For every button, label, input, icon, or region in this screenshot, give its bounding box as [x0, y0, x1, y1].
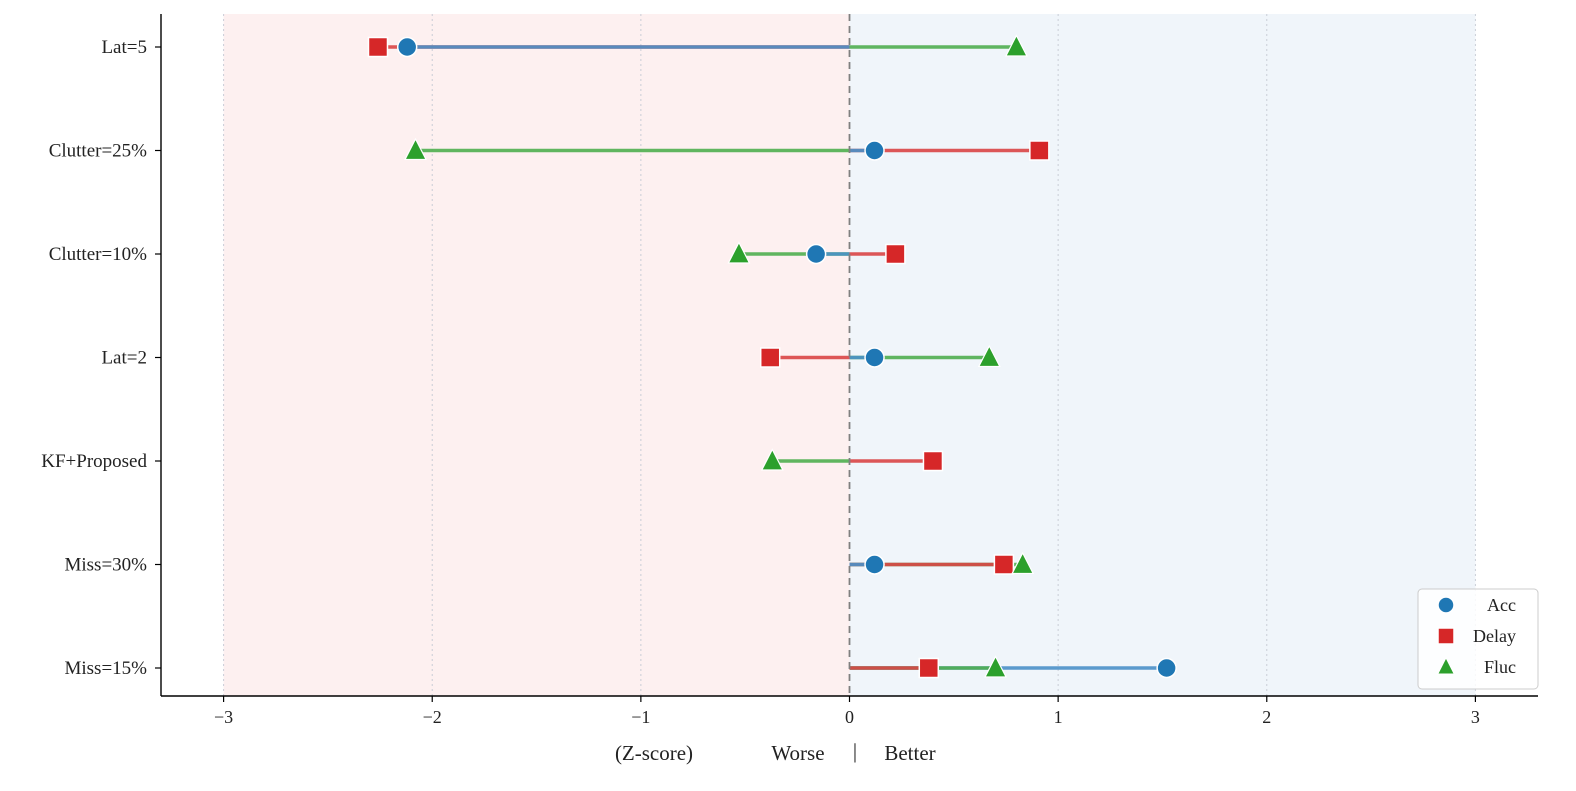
- axis-layer: −3 −2 −1 0 1 2 3 Lat=5 Clutter=25% Clutter=10% Lat…: [41, 14, 1538, 727]
- legend-marker-acc: [1437, 596, 1455, 614]
- region-better: [849, 14, 1476, 696]
- marker-acc-miss-15: [1156, 657, 1177, 679]
- x-axis-better-label: Better: [884, 741, 935, 765]
- y-tick-label-clutter-25: Clutter=25%: [49, 141, 147, 162]
- marker-fluc-lat-5: [1004, 34, 1028, 57]
- marker-fluc-lat-2: [977, 344, 1001, 368]
- marker-fluc-miss-15: [984, 655, 1008, 678]
- x-tick-label-0: 0: [845, 707, 854, 727]
- x-axis-worse-label: Worse: [771, 741, 824, 765]
- marker-fluc-clutter-25: [404, 137, 428, 161]
- marker-delay-miss-30: [993, 554, 1015, 575]
- y-tick-label-lat-5: Lat=5: [101, 37, 147, 58]
- x-tick-label-1: 1: [1054, 707, 1063, 727]
- x-tick-label-3: −3: [214, 707, 233, 727]
- marker-acc-clutter-10: [805, 243, 827, 265]
- x-axis-label: (Z-score): [615, 741, 693, 765]
- marker-fluc-kf-proposed: [760, 448, 784, 471]
- x-tick-label-2: 2: [1262, 707, 1271, 727]
- marker-fluc-clutter-10: [727, 241, 751, 264]
- marker-acc-clutter-25: [864, 140, 885, 161]
- legend-marker-fluc: [1436, 656, 1456, 675]
- x-tick-label-1: −1: [631, 707, 650, 727]
- x-axis-separator: |: [853, 739, 857, 763]
- background-layer: [223, 14, 1476, 696]
- x-tick-label-3: 3: [1471, 707, 1480, 727]
- marker-fluc-miss-30: [1011, 551, 1035, 575]
- marker-delay-lat-2: [759, 347, 781, 368]
- marker-delay-lat-5: [367, 36, 389, 58]
- marker-acc-miss-30: [864, 554, 885, 575]
- x-tick-label-2: −2: [423, 707, 442, 727]
- legend-label-delay: Delay: [1473, 626, 1516, 646]
- marker-delay-miss-15: [918, 657, 940, 679]
- legend-label-acc: Acc: [1487, 595, 1516, 615]
- marker-delay-clutter-10: [885, 243, 906, 265]
- legend: Acc Delay Fluc: [1417, 588, 1539, 690]
- marker-delay-clutter-25: [1029, 140, 1050, 161]
- y-tick-label-miss-30: Miss=30%: [64, 555, 147, 576]
- legend-label-fluc: Fluc: [1484, 657, 1516, 677]
- marker-layer: [367, 34, 1177, 679]
- marker-acc-lat-5: [396, 36, 418, 58]
- grid-layer: [223, 14, 1476, 696]
- legend-marker-delay: [1437, 627, 1455, 645]
- marker-delay-kf-proposed: [922, 450, 944, 472]
- y-tick-label-miss-15: Miss=15%: [64, 658, 147, 679]
- y-tick-label-lat-2: Lat=2: [101, 348, 147, 369]
- x-axis-title: (Z-score) Worse | Better: [615, 739, 936, 765]
- marker-acc-lat-2: [864, 347, 885, 368]
- region-worse: [223, 14, 850, 696]
- y-tick-label-clutter-10: Clutter=10%: [49, 244, 147, 265]
- y-tick-label-kf-proposed: KF+Proposed: [41, 451, 147, 472]
